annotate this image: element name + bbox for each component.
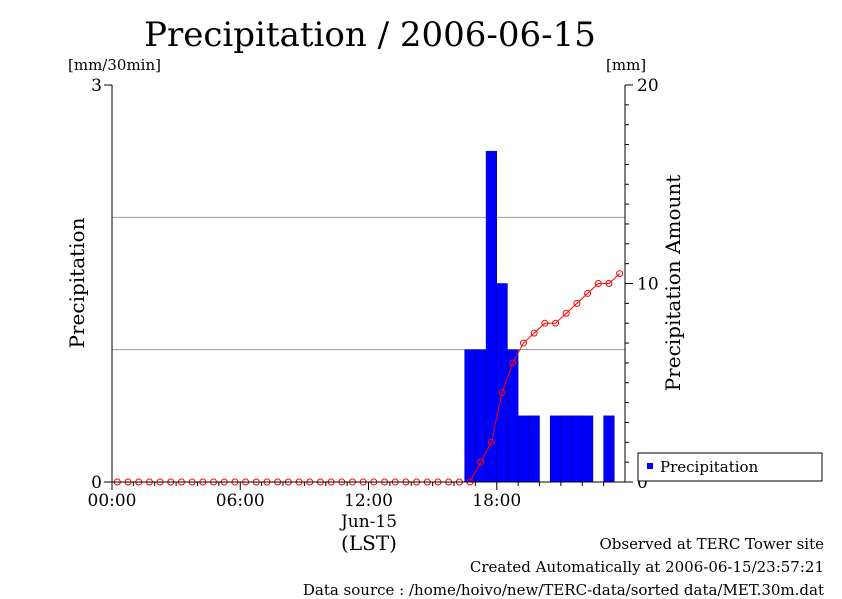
y-axis-title: Precipitation	[65, 217, 89, 348]
line-point	[594, 280, 602, 287]
y-tick-label: 0	[91, 473, 102, 493]
line-point	[530, 329, 538, 337]
y-tick-label: 3	[91, 76, 102, 96]
bar	[528, 415, 540, 483]
legend-swatch-precipitation	[647, 463, 653, 469]
y2-tick-label: 10	[637, 275, 659, 295]
bar	[507, 349, 519, 483]
line-point	[562, 309, 570, 317]
gridlines	[112, 216, 625, 351]
line-point	[552, 319, 560, 327]
x-axis-zone-label: (LST)	[341, 531, 397, 555]
bar	[517, 415, 530, 483]
plot-area	[112, 85, 625, 482]
line-point	[498, 389, 506, 397]
bar	[603, 415, 615, 483]
line-point	[573, 299, 581, 307]
x-tick-label: 06:00	[216, 491, 265, 511]
line-point	[477, 458, 485, 466]
bar	[582, 415, 594, 483]
line-point	[509, 359, 517, 367]
bar	[571, 415, 583, 483]
line-point	[605, 280, 613, 287]
x-tick-label: 18:00	[472, 491, 521, 511]
bar	[560, 415, 572, 483]
bar	[464, 349, 476, 483]
line-point	[487, 438, 495, 446]
legend-box	[637, 452, 823, 482]
x-tick-label: 00:00	[88, 491, 137, 511]
line-point	[616, 270, 624, 278]
legend: Precipitation	[637, 452, 823, 482]
y2-axis-unit-label: [mm]	[606, 56, 646, 74]
footer-created: Created Automatically at 2006-06-15/23:5…	[469, 558, 824, 576]
y2-tick-label: 0	[637, 473, 648, 493]
x-tick-label: 12:00	[344, 491, 393, 511]
bar	[485, 150, 497, 483]
bar	[549, 415, 562, 483]
legend-label-precipitation: Precipitation	[660, 458, 759, 476]
y-axis-unit-label: [mm/30min]	[68, 56, 161, 74]
line-point	[584, 289, 592, 297]
x-axis-date-label: Jun-15	[339, 512, 397, 532]
line-point	[519, 339, 527, 347]
line-point	[541, 319, 549, 327]
chart-title: Precipitation / 2006-06-15	[144, 15, 596, 55]
y2-axis-title: Precipitation Amount	[661, 175, 685, 392]
axes: 3 0 0 10 20 00:00 06:00 12:00 18:00	[88, 76, 659, 511]
footer-observed: Observed at TERC Tower site	[599, 535, 824, 553]
footer-source: Data source : /home/hoivo/new/TERC-data/…	[302, 581, 824, 599]
y2-tick-label: 20	[637, 76, 659, 96]
